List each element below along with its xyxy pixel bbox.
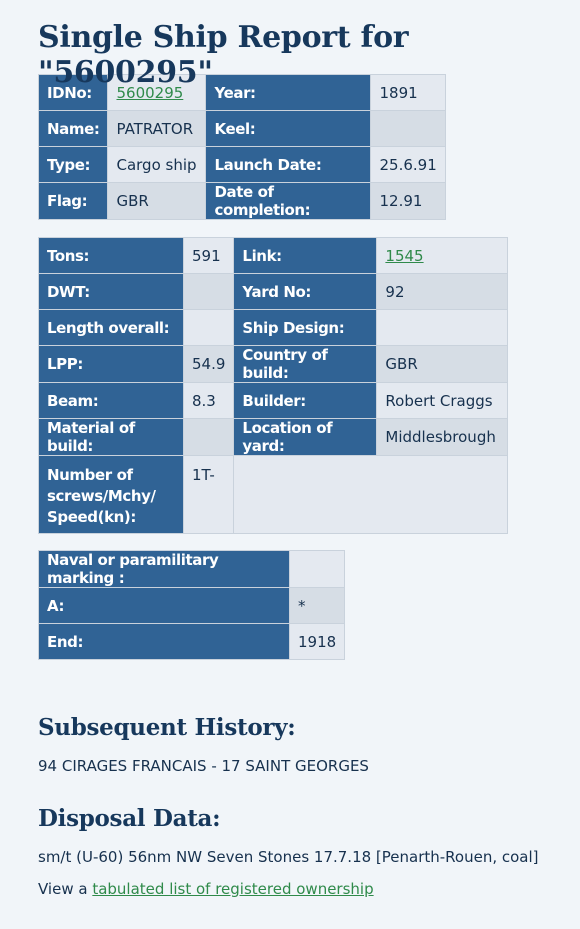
marking-label: Naval or paramilitary marking :	[38, 550, 290, 588]
ownership-link[interactable]: tabulated list of registered ownership	[92, 880, 374, 898]
type-label: Type:	[37, 146, 109, 183]
builder-value: Robert Craggs	[376, 382, 509, 419]
country-label: Country of build:	[233, 345, 378, 383]
table-row: A: *	[38, 587, 346, 624]
material-value	[182, 418, 235, 456]
yard-no-value: 92	[376, 273, 509, 310]
name-label: Name:	[37, 110, 109, 147]
lpp-label: LPP:	[38, 345, 184, 383]
year-value: 1891	[370, 74, 446, 111]
dwt-label: DWT:	[38, 273, 184, 310]
history-heading: Subsequent History:	[38, 714, 296, 741]
link-label: Link:	[233, 237, 378, 274]
disposal-text: sm/t (U-60) 56nm NW Seven Stones 17.7.18…	[38, 848, 539, 866]
table-row: Flag: GBR Date of completion: 12.91	[37, 182, 446, 220]
launch-date-label: Launch Date:	[205, 146, 372, 183]
page-title: Single Ship Report for "5600295"	[38, 20, 409, 90]
tons-value: 591	[182, 237, 235, 274]
keel-label: Keel:	[205, 110, 372, 147]
marking-value	[288, 550, 346, 588]
length-value	[182, 309, 235, 346]
basic-info-table: IDNo: 5600295 Year: 1891 Name: PATRATOR …	[37, 74, 446, 220]
table-row: IDNo: 5600295 Year: 1891	[37, 74, 446, 111]
beam-label: Beam:	[38, 382, 184, 419]
table-row: LPP: 54.9 Country of build: GBR	[38, 345, 509, 383]
naval-table: Naval or paramilitary marking : A: * End…	[38, 550, 346, 660]
name-value: PATRATOR	[107, 110, 207, 147]
table-row: End: 1918	[38, 623, 346, 660]
table-row: Naval or paramilitary marking :	[38, 550, 346, 588]
ownership-prefix: View a	[38, 880, 93, 898]
a-value: *	[288, 587, 346, 624]
material-label: Material of build:	[38, 418, 184, 456]
completion-label: Date of completion:	[205, 182, 372, 220]
idno-label: IDNo:	[37, 74, 109, 111]
ownership-line: View a tabulated list of registered owne…	[38, 880, 580, 898]
table-row: Beam: 8.3 Builder: Robert Craggs	[38, 382, 509, 419]
screws-value: 1T-	[182, 455, 235, 534]
location-label: Location of yard:	[233, 418, 378, 456]
ship-design-label: Ship Design:	[233, 309, 378, 346]
specs-table: Tons: 591 Link: 1545 DWT: Yard No: 92 Le…	[38, 237, 509, 534]
location-value: Middlesbrough	[376, 418, 509, 456]
keel-value	[370, 110, 446, 147]
type-value: Cargo ship	[107, 146, 207, 183]
table-row: Tons: 591 Link: 1545	[38, 237, 509, 274]
link-1545[interactable]: 1545	[385, 246, 424, 265]
completion-value: 12.91	[370, 182, 446, 220]
link-value: 1545	[376, 237, 509, 274]
table-row: Type: Cargo ship Launch Date: 25.6.91	[37, 146, 446, 183]
flag-label: Flag:	[37, 182, 109, 220]
tons-label: Tons:	[38, 237, 184, 274]
yard-no-label: Yard No:	[233, 273, 378, 310]
builder-label: Builder:	[233, 382, 378, 419]
launch-date-value: 25.6.91	[370, 146, 446, 183]
table-row: DWT: Yard No: 92	[38, 273, 509, 310]
table-row: Number of screws/Mchy/ Speed(kn): 1T-	[38, 455, 509, 534]
table-row: Name: PATRATOR Keel:	[37, 110, 446, 147]
screws-label: Number of screws/Mchy/ Speed(kn):	[38, 455, 184, 534]
page: Single Ship Report for "5600295" IDNo: 5…	[37, 20, 580, 898]
empty-cell	[233, 455, 509, 534]
beam-value: 8.3	[182, 382, 235, 419]
end-label: End:	[38, 623, 290, 660]
disposal-heading: Disposal Data:	[38, 805, 221, 832]
ship-design-value	[376, 309, 509, 346]
table-row: Material of build: Location of yard: Mid…	[38, 418, 509, 456]
end-value: 1918	[288, 623, 346, 660]
history-text: 94 CIRAGES FRANCAIS - 17 SAINT GEORGES	[38, 757, 369, 775]
dwt-value	[182, 273, 235, 310]
country-value: GBR	[376, 345, 509, 383]
length-label: Length overall:	[38, 309, 184, 346]
table-row: Length overall: Ship Design:	[38, 309, 509, 346]
idno-link[interactable]: 5600295	[116, 83, 184, 102]
a-label: A:	[38, 587, 290, 624]
flag-value: GBR	[107, 182, 207, 220]
year-label: Year:	[205, 74, 372, 111]
lpp-value: 54.9	[182, 345, 235, 383]
